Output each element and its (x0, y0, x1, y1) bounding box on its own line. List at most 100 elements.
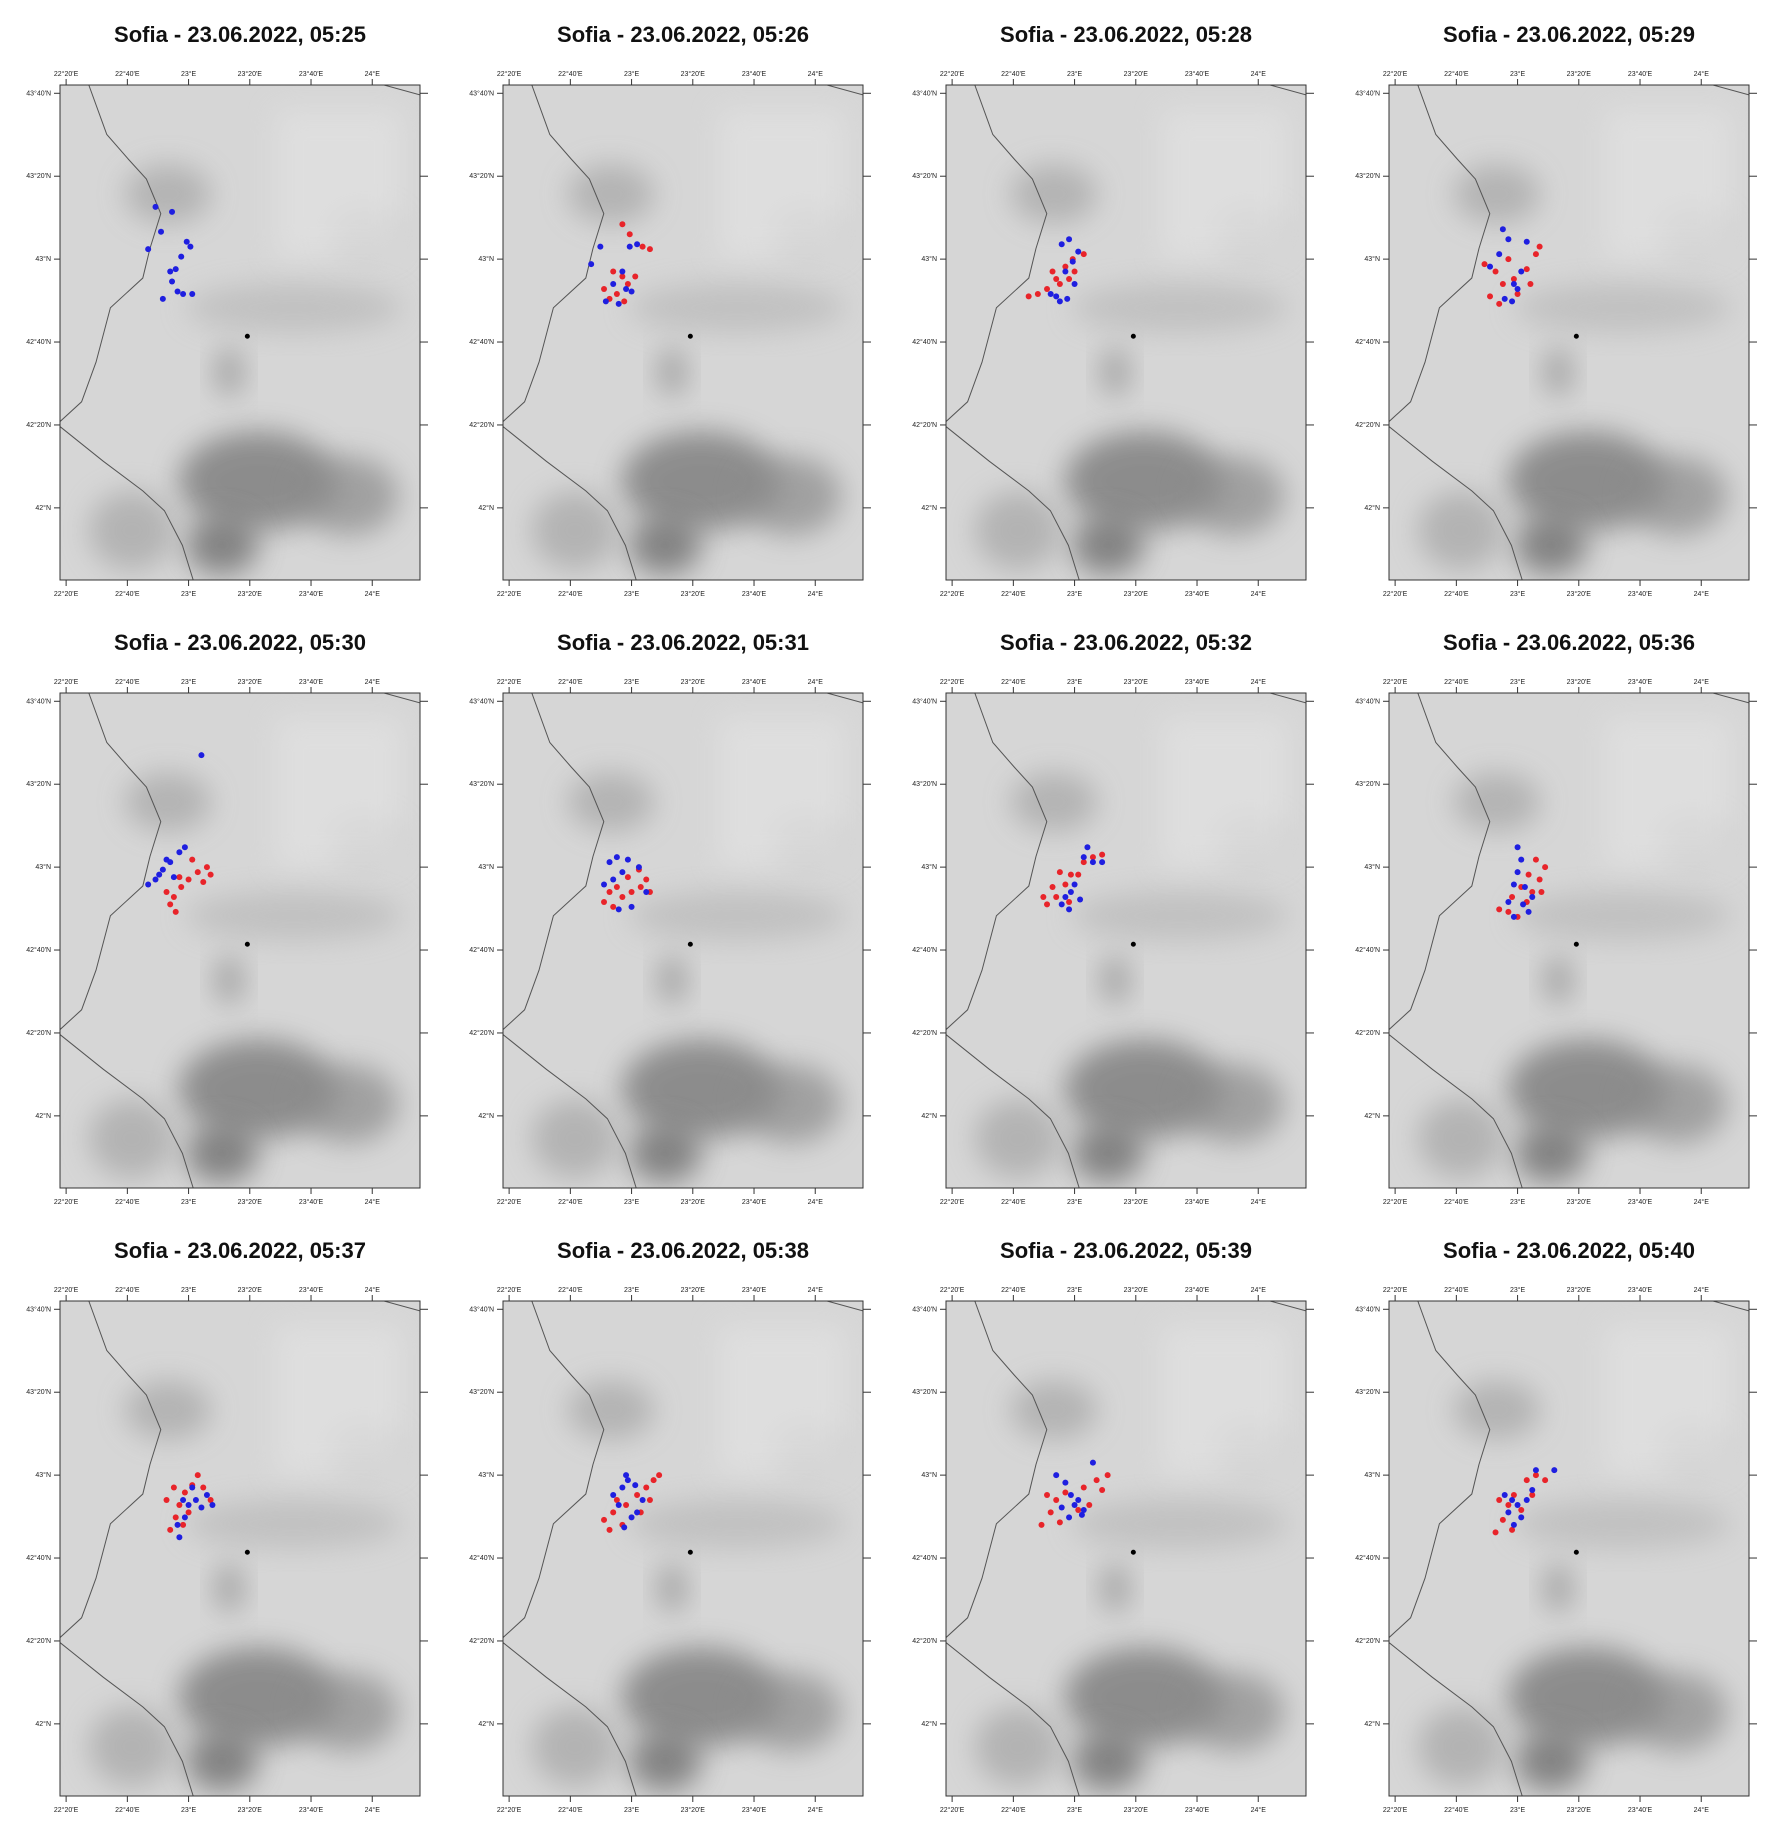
x-tick-label: 23°40'E (299, 678, 324, 686)
y-tick-label: 42°20'N (912, 421, 937, 429)
y-tick-label: 43°N (35, 255, 51, 263)
y-tick-label: 43°40'N (1355, 1305, 1380, 1313)
blue-point (1515, 286, 1521, 292)
y-tick-label: 42°N (921, 1112, 937, 1120)
map-panel: Sofia - 23.06.2022, 05:2622°20'E22°20'E2… (469, 22, 871, 598)
x-tick-label: 22°40'E (115, 678, 140, 686)
map-panel: Sofia - 23.06.2022, 05:3122°20'E22°20'E2… (469, 630, 871, 1206)
blue-point (619, 269, 625, 275)
red-point (1505, 256, 1511, 262)
blue-point (171, 874, 177, 880)
blue-point (601, 882, 607, 888)
terrain-shade (1072, 1499, 1288, 1549)
blue-point (198, 752, 204, 758)
terrain-shade (658, 347, 687, 397)
blue-point (1511, 1522, 1517, 1528)
x-tick-label: 23°40'E (1628, 590, 1653, 598)
red-point (1527, 281, 1533, 287)
red-point (1068, 872, 1074, 878)
red-point (1518, 1507, 1524, 1513)
y-tick-label: 42°20'N (912, 1637, 937, 1645)
y-tick-label: 43°40'N (469, 1305, 494, 1313)
blue-point (175, 1522, 181, 1528)
x-tick-label: 22°40'E (1444, 1198, 1469, 1206)
terrain-light (719, 718, 845, 867)
terrain-shade (1072, 1124, 1144, 1183)
terrain (503, 1301, 863, 1796)
x-tick-label: 23°20'E (1567, 1806, 1592, 1814)
map-panel: Sofia - 23.06.2022, 05:2922°20'E22°20'E2… (1355, 22, 1757, 598)
red-point (1044, 286, 1050, 292)
red-point (610, 269, 616, 275)
x-tick-label: 23°40'E (299, 590, 324, 598)
blue-point (1075, 1497, 1081, 1503)
x-tick-label: 22°20'E (497, 590, 522, 598)
blue-point (614, 854, 620, 860)
y-tick-label: 42°40'N (1355, 338, 1380, 346)
blue-point (1084, 844, 1090, 850)
y-tick-label: 42°40'N (26, 946, 51, 954)
y-tick-label: 43°40'N (469, 89, 494, 97)
x-tick-label: 23°20'E (238, 678, 263, 686)
terrain-shade (532, 491, 618, 570)
red-point (1509, 894, 1515, 900)
terrain-shade (298, 1672, 399, 1751)
blue-point (621, 1524, 627, 1530)
terrain-shade (1418, 1707, 1504, 1786)
x-tick-label: 22°20'E (940, 70, 965, 78)
x-tick-label: 22°20'E (54, 1286, 79, 1294)
terrain-shade (1515, 283, 1731, 333)
red-point (1044, 1492, 1050, 1498)
red-point (1053, 1497, 1059, 1503)
y-tick-label: 42°20'N (26, 421, 51, 429)
red-point (1053, 276, 1059, 282)
y-tick-label: 43°N (35, 1471, 51, 1479)
blue-point (189, 291, 195, 297)
y-tick-label: 42°N (921, 1720, 937, 1728)
y-tick-label: 42°N (921, 504, 937, 512)
red-point (651, 1477, 657, 1483)
y-tick-label: 42°20'N (912, 1029, 937, 1037)
y-tick-label: 43°N (35, 863, 51, 871)
map-panel: Sofia - 23.06.2022, 05:3922°20'E22°20'E2… (912, 1238, 1314, 1814)
red-point (1062, 1490, 1068, 1496)
red-point (1482, 261, 1488, 267)
terrain-shade (1627, 1672, 1728, 1751)
red-point (1496, 301, 1502, 307)
blue-point (173, 266, 179, 272)
y-tick-label: 43°40'N (1355, 697, 1380, 705)
x-tick-label: 23°40'E (1185, 1286, 1210, 1294)
blue-point (1515, 1502, 1521, 1508)
x-tick-label: 23°40'E (742, 678, 767, 686)
red-point (1026, 293, 1032, 299)
blue-point (1066, 1514, 1072, 1520)
red-point (1086, 1502, 1092, 1508)
blue-point (1511, 882, 1517, 888)
y-tick-label: 43°20'N (469, 780, 494, 788)
x-tick-label: 22°40'E (115, 1286, 140, 1294)
blue-point (1487, 264, 1493, 270)
x-tick-label: 22°20'E (54, 1806, 79, 1814)
sofia-station (688, 1550, 693, 1555)
blue-point (1522, 884, 1528, 890)
x-tick-label: 23°40'E (299, 1806, 324, 1814)
panel-title: Sofia - 23.06.2022, 05:39 (1000, 1238, 1252, 1263)
y-tick-label: 43°N (1364, 255, 1380, 263)
x-tick-label: 23°40'E (1628, 678, 1653, 686)
y-tick-label: 43°N (921, 1471, 937, 1479)
x-tick-label: 24°E (1251, 1806, 1267, 1814)
terrain-shade (1184, 456, 1285, 535)
y-tick-label: 42°N (478, 1720, 494, 1728)
blue-point (184, 239, 190, 245)
y-tick-label: 43°N (1364, 1471, 1380, 1479)
x-tick-label: 24°E (808, 1806, 824, 1814)
red-point (1050, 269, 1056, 275)
terrain-light (276, 1326, 402, 1475)
y-tick-label: 42°N (1364, 1112, 1380, 1120)
blue-point (1090, 859, 1096, 865)
sofia-station (1574, 1550, 1579, 1555)
x-tick-label: 23°40'E (1628, 1198, 1653, 1206)
y-tick-label: 43°20'N (1355, 1388, 1380, 1396)
terrain-shade (975, 1707, 1061, 1786)
terrain (60, 1301, 420, 1796)
